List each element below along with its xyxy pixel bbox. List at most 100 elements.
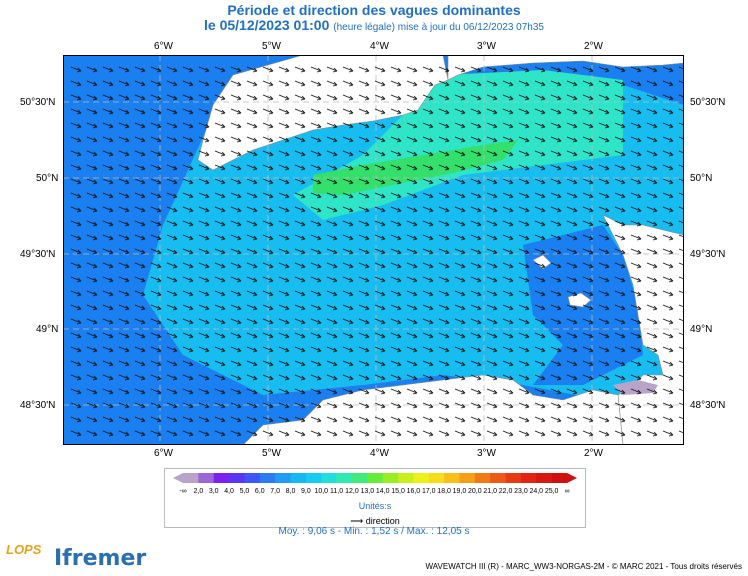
direction-arrow [70,402,82,409]
direction-arrow [326,150,338,157]
direction-arrow [646,360,658,367]
direction-arrow [166,276,178,283]
direction-arrow [438,164,450,171]
direction-arrow [214,360,226,367]
direction-arrow [566,276,578,283]
direction-arrow [630,304,642,311]
direction-arrow [422,248,434,255]
legend-units: Unités:s [358,501,392,511]
legend-tick-label: 8,0 [286,488,296,495]
direction-arrow [534,136,546,143]
direction-arrow [406,290,418,297]
direction-arrow [358,164,370,171]
direction-arrow [454,346,466,353]
direction-arrow [390,374,402,381]
direction-arrow [326,192,338,199]
direction-arrow [662,192,674,199]
legend-swatch [459,473,476,483]
direction-arrow [422,150,434,157]
direction-arrow [406,304,418,311]
direction-arrow [646,192,658,199]
direction-arrow [246,262,258,269]
direction-arrow [486,262,498,269]
direction-arrow [374,136,386,143]
direction-arrow [278,164,290,171]
direction-arrow [342,374,354,381]
direction-arrow [598,290,610,297]
direction-arrow [118,234,130,241]
direction-arrow [566,402,578,409]
direction-arrow [534,150,546,157]
direction-arrow [70,192,82,199]
direction-arrow [406,402,418,409]
direction-arrow [342,332,354,339]
direction-arrow [678,94,684,98]
direction-arrow [70,374,82,381]
direction-arrow [646,234,658,241]
direction-arrow [614,416,626,423]
direction-arrow [390,206,402,213]
legend-swatch [183,473,199,483]
direction-arrow [614,262,626,269]
direction-arrow [278,248,290,255]
direction-arrow [326,262,338,269]
direction-arrow [422,346,434,353]
direction-arrow [678,220,684,224]
direction-arrow [646,150,658,157]
direction-arrow [454,332,466,339]
direction-arrow [310,150,322,157]
direction-arrow [86,248,98,255]
direction-arrow [406,136,418,143]
direction-arrow [614,178,626,185]
direction-arrow [630,178,642,185]
direction-arrow [358,192,370,199]
direction-arrow [182,178,194,185]
direction-arrow [262,346,274,353]
direction-arrow [166,304,178,311]
direction-arrow [454,80,466,87]
direction-arrow [70,248,82,255]
direction-arrow [246,136,258,143]
direction-arrow [134,402,146,409]
direction-arrow [454,276,466,283]
direction-arrow [326,108,338,115]
direction-arrow [294,80,306,87]
direction-arrow [182,136,194,143]
direction-arrow [438,360,450,367]
direction-arrow [198,402,210,409]
direction-arrow [598,402,610,409]
direction-arrow [70,360,82,367]
direction-arrow [86,402,98,409]
direction-arrow [118,192,130,199]
direction-arrow [278,304,290,311]
direction-arrow [502,388,514,395]
direction-arrow [566,150,578,157]
direction-arrow [486,66,498,73]
direction-arrow [134,276,146,283]
direction-arrow [310,108,322,115]
direction-arrow [102,108,114,115]
ifremer-logo: Ifremer [54,546,147,571]
direction-arrow [374,332,386,339]
direction-arrow [150,360,162,367]
direction-arrow [294,136,306,143]
direction-arrow [502,374,514,381]
direction-arrow [614,430,626,437]
direction-arrow [390,360,402,367]
direction-arrow [358,360,370,367]
direction-arrow [230,374,242,381]
direction-arrow [390,108,402,115]
direction-arrow [310,276,322,283]
direction-arrow [438,66,450,73]
direction-arrow [678,206,684,210]
direction-arrow [614,164,626,171]
color-legend: -∞ 2,0 3,0 4,0 5,0 6,0 7,0 8,0 9,0 10,0 11,0 12,0 13… [164,468,586,528]
direction-arrow [294,234,306,241]
direction-arrow [550,220,562,227]
direction-arrow [326,178,338,185]
direction-arrow [326,416,338,423]
direction-arrow [438,206,450,213]
direction-arrow [454,318,466,325]
direction-arrow [550,66,562,73]
legend-swatch [428,473,445,483]
